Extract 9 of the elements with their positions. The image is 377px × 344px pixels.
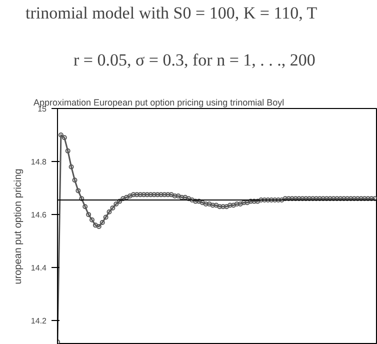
chart-title: Approximation European put option pricing using trinomial Boyl	[34, 98, 284, 108]
y-tick-label: 15	[38, 104, 48, 114]
y-tick-label: 14.4	[30, 264, 48, 273]
text: trinomial model with S0 = 100, K = 110, T	[26, 4, 318, 22]
text: r = 0.05, σ = 0.3, for n = 1, . . ., 200	[74, 50, 316, 70]
y-axis-title: uropean put option pricing	[12, 168, 24, 284]
y-tick-label: 14.6	[30, 210, 48, 220]
y-tick-label: 14.2	[30, 316, 48, 326]
y-tick-label: 14.8	[30, 158, 48, 167]
